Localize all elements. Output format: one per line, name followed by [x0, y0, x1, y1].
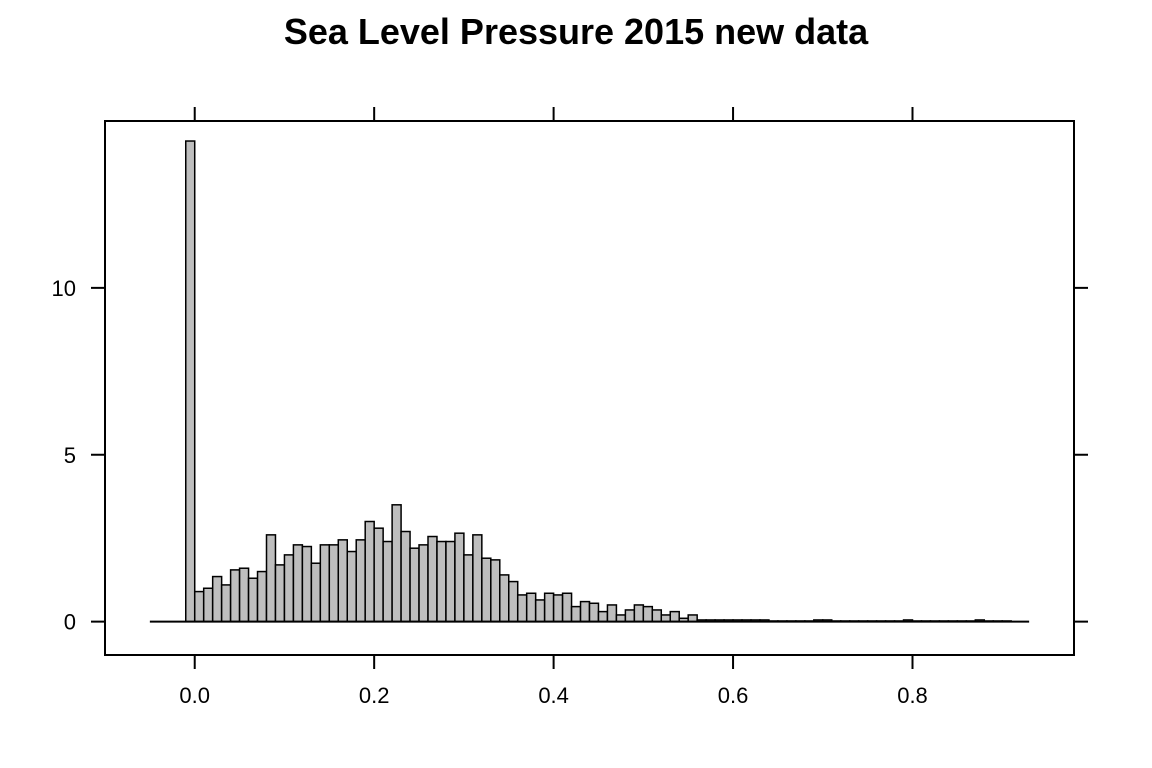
axes-group: 0.0 0.2 0.4 0.6 0.8 0 5 10: [52, 107, 1088, 708]
histogram-bar: [579, 600, 591, 623]
histogram-bar: [561, 592, 573, 623]
histogram-bar: [472, 534, 483, 623]
histogram-bar: [445, 540, 456, 623]
histogram-bar: [185, 140, 196, 623]
chart-title: Sea Level Pressure 2015 new data: [284, 11, 869, 52]
histogram-bar: [490, 559, 501, 623]
histogram-bar: [436, 540, 447, 623]
histogram-bar: [588, 602, 600, 623]
histogram-bar: [238, 567, 250, 623]
histogram-bar: [418, 544, 429, 623]
y-tick-label: 5: [64, 443, 76, 468]
histogram-bar: [687, 614, 698, 623]
x-tick-label: 0.0: [179, 683, 210, 708]
histogram-bar: [642, 605, 654, 623]
histogram-bar: [427, 535, 438, 623]
histogram-bar: [633, 604, 645, 623]
histogram-bar: [292, 544, 304, 623]
histogram-bar: [256, 570, 268, 623]
histogram-bar: [247, 577, 259, 623]
histogram-bar: [454, 532, 465, 623]
histogram-bar: [346, 550, 357, 623]
y-tick-label: 10: [52, 276, 76, 301]
histogram-bar: [463, 554, 474, 623]
histogram-bar: [669, 610, 680, 623]
histogram-bar: [409, 547, 420, 623]
histogram-bar: [597, 610, 609, 623]
histogram-bar: [274, 564, 286, 623]
histogram-bar: [400, 530, 411, 623]
histogram-bar: [193, 590, 205, 623]
histogram-bar: [211, 575, 223, 623]
histogram-bar: [319, 544, 331, 623]
histogram-bar: [328, 544, 340, 623]
histogram-bar: [534, 599, 546, 623]
histogram-bar: [552, 594, 564, 623]
histogram-bar: [220, 584, 232, 623]
histogram-bar: [283, 554, 295, 623]
x-tick-label: 0.6: [718, 683, 749, 708]
histogram-bar: [525, 592, 537, 623]
y-tick-label: 0: [64, 610, 76, 635]
histogram-bar: [660, 614, 671, 623]
x-tick-label: 0.4: [538, 683, 569, 708]
histogram-bar: [651, 609, 663, 623]
histogram-bar: [301, 545, 313, 623]
histogram-bar: [382, 540, 393, 623]
histogram-bar: [606, 604, 618, 623]
histogram-bar: [508, 580, 519, 623]
plot-frame: [104, 120, 1075, 656]
histogram-bar: [624, 609, 636, 623]
histogram-bar: [310, 562, 322, 623]
bars-group: [185, 140, 1012, 623]
histogram-bar: [516, 594, 528, 623]
histogram-bar: [615, 614, 627, 623]
histogram-bar: [355, 539, 366, 623]
histogram-bar: [391, 504, 402, 623]
histogram-bar: [364, 520, 375, 623]
histogram-bar: [337, 539, 348, 623]
histogram-bar: [373, 527, 384, 623]
x-tick-label: 0.8: [897, 683, 928, 708]
histogram-bar: [229, 569, 241, 623]
histogram-bar: [202, 587, 214, 623]
histogram-bar: [265, 534, 277, 623]
histogram-bar: [499, 574, 510, 623]
histogram-bar: [570, 605, 582, 623]
histogram-bar: [481, 557, 492, 623]
histogram-bar: [543, 592, 555, 623]
x-tick-label: 0.2: [359, 683, 390, 708]
